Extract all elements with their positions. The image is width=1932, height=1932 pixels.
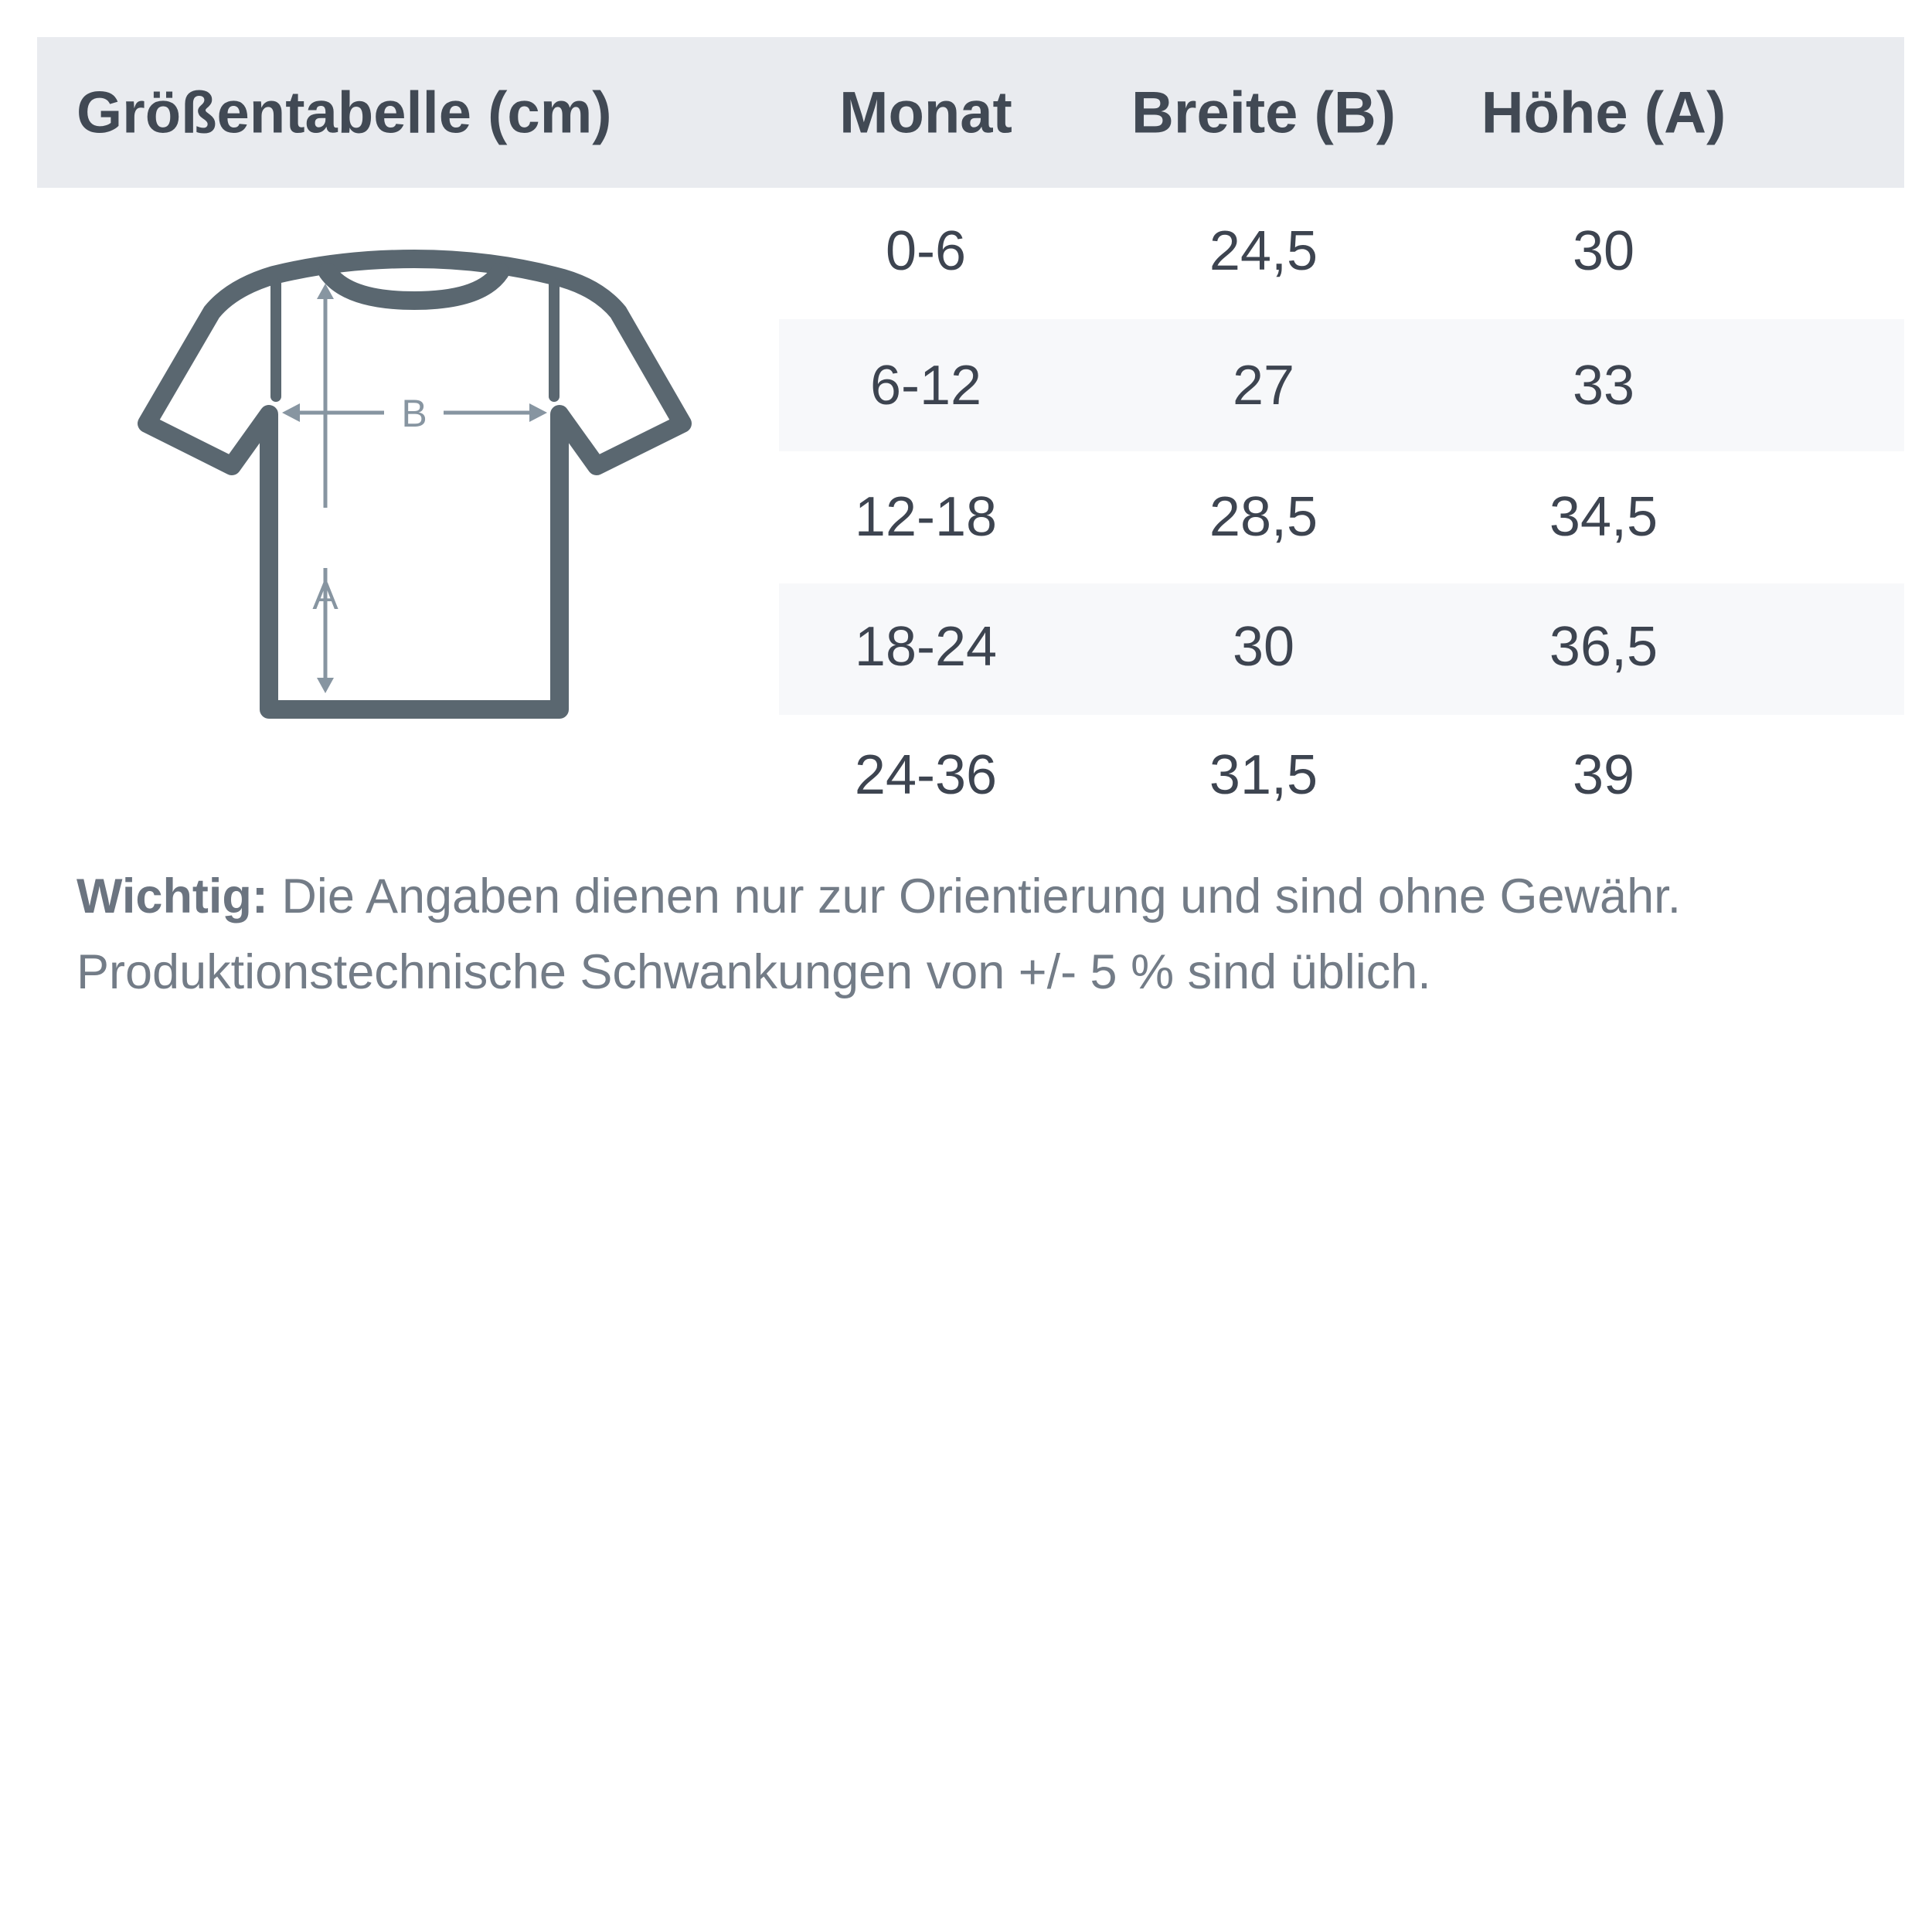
cell-month: 18-24 bbox=[854, 616, 998, 678]
height-label: A bbox=[312, 574, 338, 617]
arrow-down-icon bbox=[317, 678, 334, 693]
tshirt-icon bbox=[138, 250, 692, 719]
page-title: Größentabelle (cm) bbox=[77, 80, 612, 146]
cell-height: 30 bbox=[1572, 220, 1635, 282]
arrow-up-icon bbox=[317, 284, 334, 299]
cell-height: 36,5 bbox=[1549, 616, 1658, 678]
cell-height: 39 bbox=[1572, 744, 1635, 806]
cell-height: 33 bbox=[1572, 355, 1635, 417]
tshirt-diagram: B A bbox=[138, 250, 692, 719]
note-line-1: Wichtig: Die Angaben dienen nur zur Orie… bbox=[77, 869, 1681, 924]
column-header-width: Breite (B) bbox=[1131, 80, 1396, 146]
row-stripe bbox=[779, 583, 1904, 715]
cell-width: 28,5 bbox=[1209, 486, 1318, 548]
measure-arrows bbox=[282, 284, 547, 693]
cell-month: 12-18 bbox=[854, 486, 998, 548]
note-line-2: Produktionstechnische Schwankungen von +… bbox=[77, 945, 1431, 999]
cell-month: 6-12 bbox=[869, 355, 982, 417]
cell-width: 31,5 bbox=[1209, 744, 1318, 806]
cell-width: 27 bbox=[1232, 355, 1295, 417]
cell-height: 34,5 bbox=[1549, 486, 1658, 548]
note-label: Wichtig: bbox=[77, 869, 268, 923]
cell-width: 24,5 bbox=[1209, 220, 1318, 282]
cell-width: 30 bbox=[1232, 616, 1295, 678]
arrow-left-icon bbox=[282, 403, 300, 422]
column-header-month: Monat bbox=[839, 80, 1012, 146]
cell-month: 0-6 bbox=[885, 220, 967, 282]
note-text: Die Angaben dienen nur zur Orientierung … bbox=[281, 869, 1682, 923]
table-header bbox=[37, 37, 1904, 188]
column-header-height: Höhe (A) bbox=[1481, 80, 1726, 146]
arrow-right-icon bbox=[529, 403, 547, 422]
width-label: B bbox=[401, 392, 427, 435]
row-stripe bbox=[779, 319, 1904, 451]
cell-month: 24-36 bbox=[854, 744, 998, 806]
